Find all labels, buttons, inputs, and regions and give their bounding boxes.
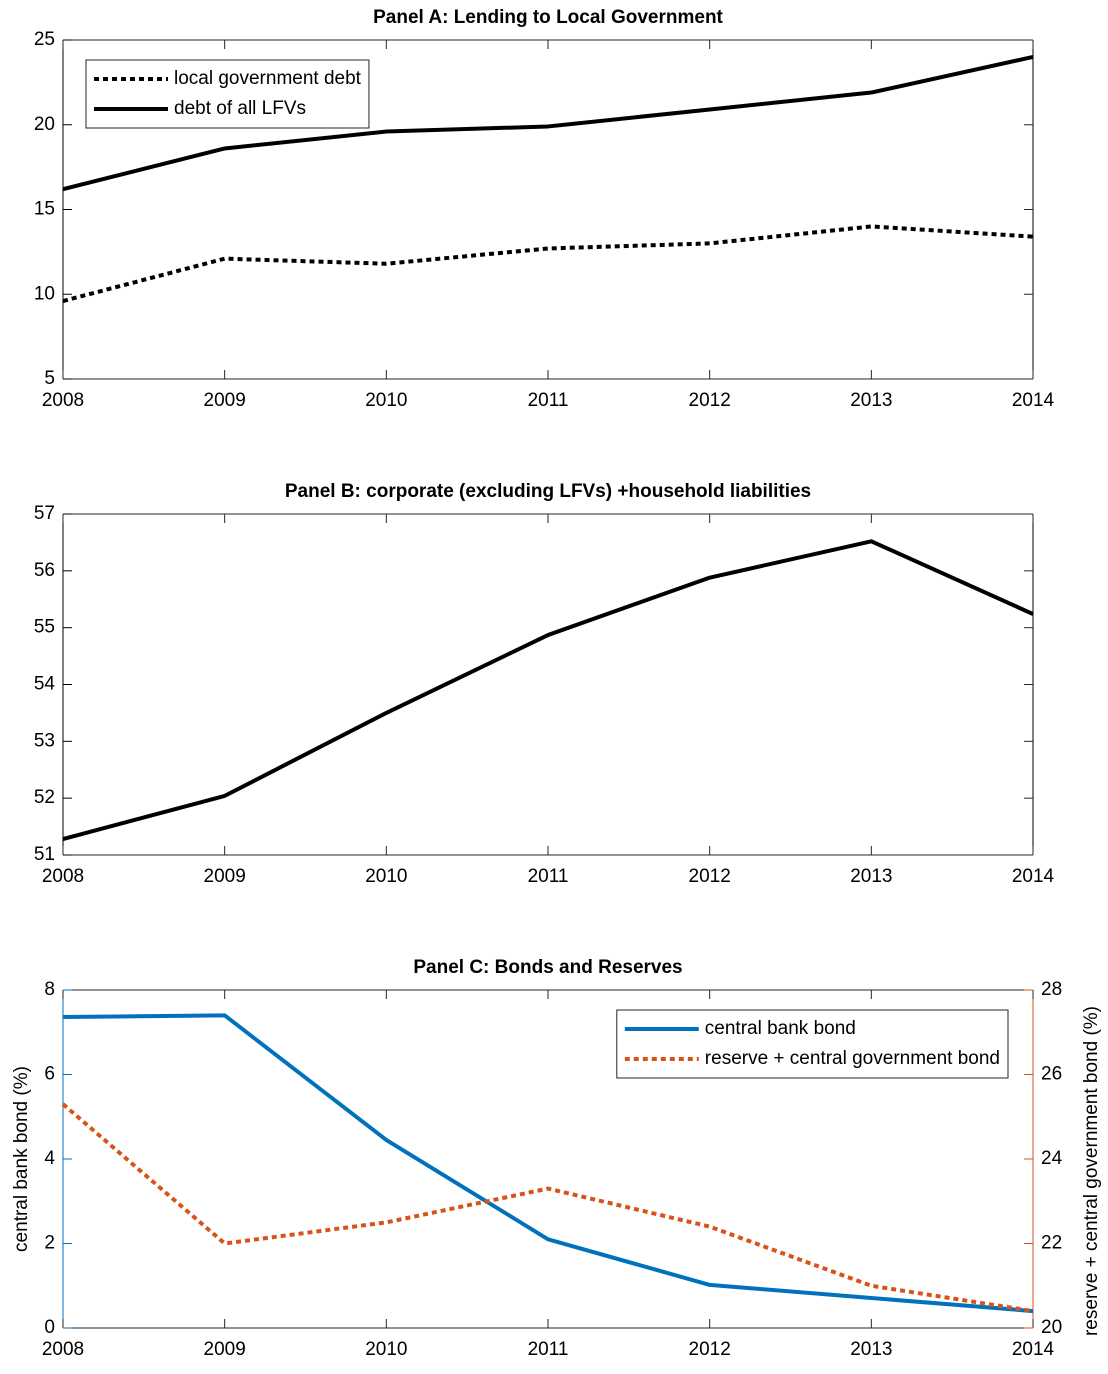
y-tick-label: 6 [44,1064,55,1085]
legend-box [85,59,370,129]
legend-label: debt of all LFVs [174,98,306,119]
legend-label: central bank bond [705,1018,856,1039]
x-tick-label: 2011 [528,1339,569,1360]
y-tick-label: 53 [34,730,55,751]
y-tick-label: 10 [34,283,55,304]
y-tick-label: 55 [34,617,55,638]
x-tick-label: 2010 [365,866,407,887]
x-tick-label: 2012 [689,866,731,887]
x-tick-label: 2009 [204,390,246,411]
series-line [62,539,1034,842]
y-tick-label: 5 [44,368,55,389]
x-tick-label: 2013 [850,1339,892,1360]
y2-axis-label: reserve + central government bond (%) [1081,1006,1102,1336]
y-tick-label: 25 [34,29,55,50]
x-tick-label: 2008 [42,390,84,411]
x-tick-label: 2013 [850,866,892,887]
y-tick-label: 8 [44,979,55,1000]
x-tick-label: 2013 [850,390,892,411]
y-tick-label: 4 [44,1148,55,1169]
x-tick-label: 2008 [42,1339,84,1360]
x-tick-label: 2009 [204,1339,246,1360]
x-tick-label: 2008 [42,866,84,887]
chart-title: Panel A: Lending to Local Government [373,7,723,28]
legend-label: local government debt [174,68,362,89]
legend-label: reserve + central government bond [705,1048,1000,1069]
y-tick-label: 56 [34,560,55,581]
x-tick-label: 2010 [365,390,407,411]
y-tick-label: 57 [34,503,55,524]
series-line [62,224,1034,303]
chart-title: Panel C: Bonds and Reserves [413,957,682,978]
y-tick-label: 20 [34,114,55,135]
legend-box [616,1009,1009,1079]
y2-tick-label: 28 [1041,979,1062,1000]
x-tick-label: 2014 [1012,1339,1055,1360]
y-tick-label: 51 [34,844,55,865]
series-line [62,54,1034,192]
x-tick-label: 2012 [689,1339,731,1360]
y2-tick-label: 26 [1041,1064,1062,1085]
x-tick-label: 2011 [528,390,569,411]
chart-title: Panel B: corporate (excluding LFVs) +hou… [285,481,811,502]
series-line [61,1102,1034,1314]
y-tick-label: 54 [34,674,56,695]
x-tick-label: 2011 [528,866,569,887]
y-tick-label: 15 [34,199,55,220]
x-tick-label: 2014 [1012,390,1055,411]
x-tick-label: 2009 [204,866,246,887]
series-line [62,1013,1034,1314]
y2-tick-label: 22 [1041,1233,1062,1254]
x-tick-label: 2012 [689,390,731,411]
y-axis-label: central bank bond (%) [11,1066,32,1252]
x-tick-label: 2014 [1012,866,1055,887]
y-tick-label: 0 [44,1317,55,1338]
y2-tick-label: 24 [1041,1148,1063,1169]
y-tick-label: 2 [44,1233,55,1254]
x-tick-label: 2010 [365,1339,407,1360]
y2-tick-label: 20 [1041,1317,1062,1338]
y-tick-label: 52 [34,787,55,808]
